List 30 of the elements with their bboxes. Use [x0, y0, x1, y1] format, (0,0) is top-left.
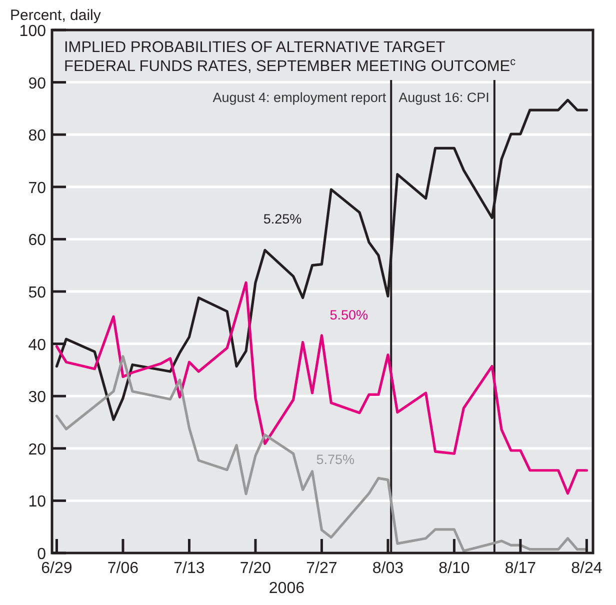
x-tick-label: 7/13 [174, 560, 205, 577]
x-axis-title: 2006 [268, 580, 305, 597]
x-tick-label: 6/29 [41, 560, 72, 577]
ref-line-label: August 16: CPI [398, 90, 490, 105]
y-tick-label: 20 [28, 441, 46, 458]
y-tick-label: 30 [28, 389, 46, 406]
x-tick-label: 8/17 [504, 560, 536, 577]
y-tick-label: 100 [19, 23, 46, 40]
x-tick-label: 7/06 [107, 560, 139, 577]
x-tick-label: 7/20 [240, 560, 272, 577]
y-tick-label: 50 [28, 284, 46, 302]
y-tick-label: 60 [28, 232, 46, 250]
text: IMPLIED PROBABILITIES OF ALTERNATIVE TARGET FEDERAL FUNDS RATES, SEPTEMBER MEETING OUTCOME$^{c}$ [64, 39, 516, 75]
y-tick-label: 70 [28, 180, 46, 197]
ref-line-label: August 4: employment report [212, 90, 386, 105]
y-tick-label: 10 [28, 494, 46, 511]
x-tick-label: 7/27 [306, 560, 338, 577]
x-tick-label: 8/10 [438, 560, 470, 577]
series-label: 5.50% [330, 308, 368, 323]
line-series [55, 281, 588, 495]
series-label: 5.25% [263, 212, 302, 227]
y-tick-label: 90 [28, 75, 46, 92]
y-axis-title: Percent, daily [10, 7, 102, 24]
line-series [55, 355, 588, 552]
y-tick-label: 40 [28, 336, 46, 354]
series-label: 5.75% [316, 452, 355, 468]
y-tick-label: 0 [37, 546, 46, 563]
x-tick-label: 8/03 [372, 560, 404, 577]
x-tick-label: 8/24 [571, 560, 602, 577]
y-tick-label: 80 [28, 128, 46, 145]
